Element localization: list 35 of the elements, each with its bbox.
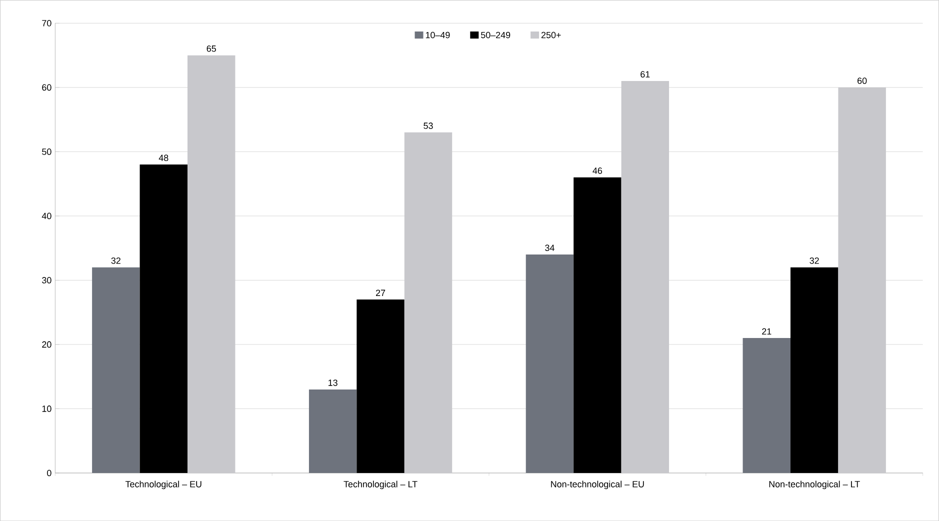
bar: [356, 299, 404, 473]
x-tick-label: Technological – EU: [125, 480, 202, 490]
data-label: 53: [424, 122, 433, 129]
data-label: 13: [328, 380, 338, 386]
y-tick-label: 70: [42, 20, 52, 26]
data-label: 60: [858, 78, 867, 84]
y-tick-label: 30: [42, 276, 52, 284]
legend-label: 250+: [541, 32, 561, 38]
data-label: 61: [640, 71, 650, 78]
data-label: 32: [111, 257, 120, 264]
y-tick-label: 50: [42, 148, 52, 155]
x-tick-label: Non-technological – EU: [551, 480, 644, 490]
data-label: 21: [762, 328, 772, 334]
bar: [308, 389, 357, 473]
bar: [140, 164, 188, 473]
x-tick-label: Non-technological – LT: [769, 480, 860, 490]
bar: [790, 267, 838, 473]
y-tick-label: 40: [42, 212, 52, 220]
x-tick-label: Technological – LT: [344, 480, 418, 490]
bar: [742, 338, 790, 473]
bar: [526, 254, 574, 473]
data-label: 65: [206, 45, 216, 52]
y-tick-label: 20: [42, 341, 52, 348]
data-label: 27: [376, 290, 386, 296]
bar: [574, 177, 622, 473]
bar: [92, 267, 140, 473]
legend-label: 10–49: [426, 32, 450, 38]
data-label: 48: [158, 154, 168, 161]
data-label: 34: [545, 244, 554, 251]
y-tick-label: 60: [42, 84, 52, 91]
data-label: 46: [592, 167, 602, 174]
data-label: 32: [810, 257, 819, 264]
y-tick-label: 0: [47, 470, 52, 476]
legend-label: 50–249: [481, 32, 510, 38]
y-tick-label: 10: [42, 405, 52, 412]
